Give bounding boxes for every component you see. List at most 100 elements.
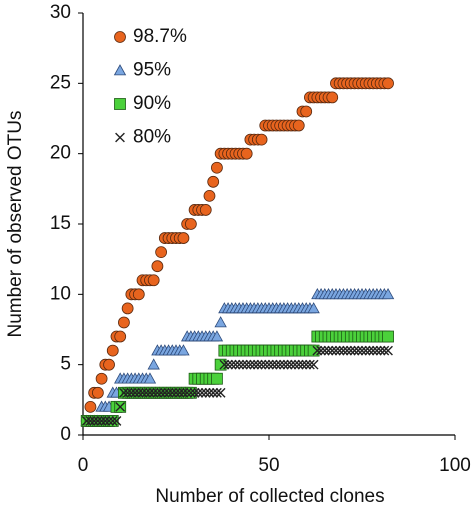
point [375, 345, 386, 356]
point [156, 387, 167, 398]
point [267, 359, 278, 370]
legend-marker [113, 64, 127, 76]
point [338, 345, 349, 356]
point [323, 345, 334, 356]
x-tick-label: 100 [439, 455, 471, 476]
legend-label: 80% [133, 127, 171, 148]
point [203, 189, 216, 202]
point [92, 416, 103, 426]
legend-label: 95% [133, 60, 171, 81]
y-tick-label: 20 [50, 143, 71, 164]
point [286, 359, 297, 370]
point [85, 416, 96, 426]
point [307, 344, 320, 357]
point [234, 359, 245, 370]
point [312, 345, 323, 356]
point [111, 416, 122, 426]
point [184, 218, 197, 230]
point [292, 119, 305, 132]
point [122, 387, 133, 398]
point [308, 359, 319, 370]
point [200, 387, 211, 398]
point [107, 416, 118, 426]
x-tick-label: 0 [78, 455, 89, 476]
point [219, 359, 230, 370]
point [104, 416, 114, 426]
point [147, 358, 160, 370]
point [208, 387, 219, 398]
point [214, 358, 227, 371]
point [327, 345, 338, 356]
y-tick-label: 0 [60, 424, 71, 445]
point [241, 359, 252, 370]
point [96, 416, 107, 426]
point [126, 387, 137, 398]
point [342, 345, 353, 356]
point [271, 359, 282, 370]
point [349, 345, 360, 356]
point [207, 175, 220, 188]
point [214, 316, 227, 328]
point [171, 387, 181, 398]
point [141, 387, 152, 398]
point [151, 260, 164, 273]
point [382, 77, 394, 90]
point [210, 330, 224, 342]
y-tick-label: 10 [50, 283, 71, 304]
point [91, 386, 104, 399]
point [115, 401, 126, 412]
point [307, 302, 320, 314]
point [177, 232, 190, 244]
point [143, 372, 157, 384]
point [95, 372, 108, 385]
point [297, 359, 308, 370]
point [147, 274, 160, 287]
point [145, 387, 155, 398]
point [167, 387, 178, 398]
point [245, 359, 256, 370]
legend-label: 90% [133, 93, 171, 114]
point [301, 359, 312, 370]
point [305, 359, 315, 370]
point [223, 359, 233, 370]
point [114, 330, 127, 343]
point [382, 330, 394, 343]
point [252, 359, 263, 370]
point [155, 246, 168, 259]
point [106, 344, 119, 357]
point [357, 345, 367, 356]
point [256, 359, 267, 370]
point [118, 316, 130, 329]
point [133, 387, 144, 398]
legend-label: 98.7% [133, 26, 187, 47]
point [130, 387, 140, 398]
point [119, 387, 129, 398]
y-tick-label: 5 [60, 354, 71, 375]
point [293, 359, 304, 370]
point [174, 387, 185, 398]
point [334, 345, 345, 356]
point [381, 288, 395, 300]
point [368, 345, 379, 356]
point [89, 416, 100, 426]
point [316, 345, 326, 356]
point [290, 359, 300, 370]
point [159, 387, 170, 398]
point [100, 416, 111, 426]
point [326, 91, 339, 104]
point [212, 387, 222, 398]
x-tick-label: 50 [258, 455, 279, 476]
point [345, 345, 356, 356]
point [371, 345, 382, 356]
point [193, 387, 204, 398]
point [353, 345, 364, 356]
y-tick-label: 25 [50, 72, 71, 93]
x-axis-title: Number of collected clones [155, 486, 384, 507]
legend-marker [115, 132, 125, 143]
point [275, 359, 286, 370]
y-axis-title: Number of observed OTUs [5, 110, 26, 337]
point [255, 133, 268, 146]
point [148, 387, 159, 398]
legend-marker [114, 31, 126, 43]
